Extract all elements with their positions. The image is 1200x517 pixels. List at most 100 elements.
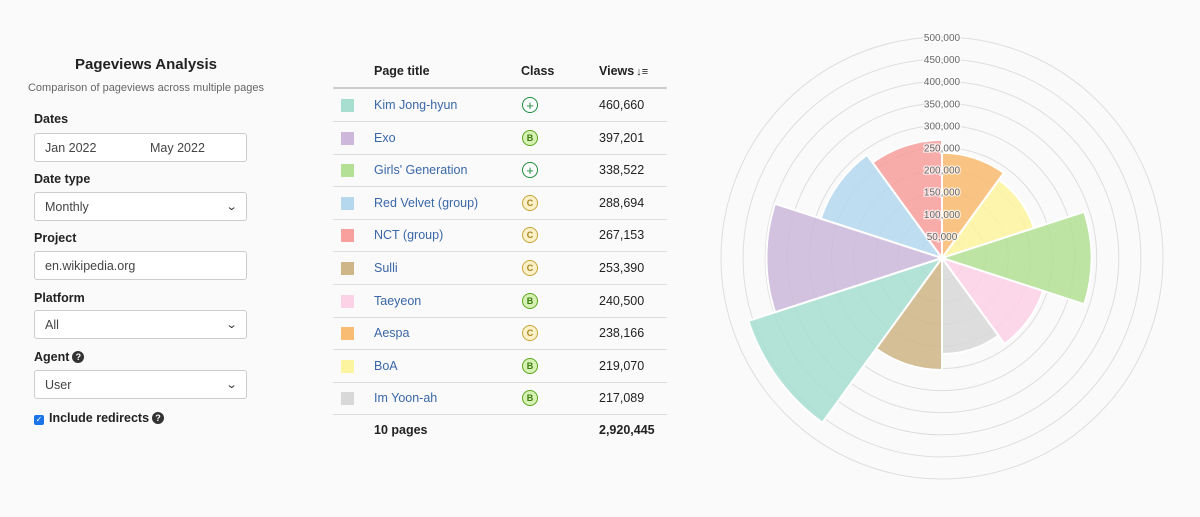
date-start-input[interactable]: Jan 2022 xyxy=(34,133,141,162)
col-header-class[interactable]: Class xyxy=(521,64,555,78)
class-badge-icon: C xyxy=(522,194,538,211)
radial-tick-label: 450,000 xyxy=(924,55,961,66)
table-row: Sulli C 253,390 xyxy=(333,252,667,285)
color-swatch xyxy=(341,99,354,112)
radial-tick-label: 250,000 xyxy=(924,144,961,155)
date-type-value: Monthly xyxy=(45,199,89,214)
views-count: 238,166 xyxy=(599,326,645,341)
polar-slice-girls-generation[interactable] xyxy=(938,210,1093,306)
panel-title: Pageviews Analysis xyxy=(74,56,218,73)
footer-total: 2,920,445 xyxy=(599,423,655,437)
sort-desc-icon: ↓≡ xyxy=(636,66,649,78)
radial-tick-label: 400,000 xyxy=(924,77,961,88)
platform-label: Platform xyxy=(34,291,85,305)
polar-slice-taeyeon[interactable] xyxy=(939,256,1045,346)
class-badge-icon: + xyxy=(522,97,538,113)
platform-value: All xyxy=(45,317,59,332)
table-row: Red Velvet (group) C 288,694 xyxy=(333,187,667,220)
class-badge-icon: C xyxy=(522,325,538,342)
header-divider xyxy=(333,87,667,89)
polar-slice-nct-group[interactable] xyxy=(871,138,943,262)
page-title-link[interactable]: Kim Jong-hyun xyxy=(374,98,458,112)
date-end-input[interactable]: May 2022 xyxy=(140,133,247,162)
class-badge-icon: + xyxy=(522,162,538,179)
views-count: 288,694 xyxy=(599,195,645,210)
views-count: 397,201 xyxy=(599,130,645,145)
table-footer: 10 pages 2,920,445 xyxy=(333,415,667,445)
page-title-link[interactable]: NCT (group) xyxy=(374,228,444,243)
radial-tick-label: 50,000 xyxy=(927,232,958,243)
radial-tick-label: 300,000 xyxy=(924,121,961,132)
views-count: 217,089 xyxy=(599,391,645,406)
color-swatch xyxy=(341,131,354,145)
radial-tick-label: 100,000 xyxy=(924,210,961,221)
views-count: 253,390 xyxy=(599,261,645,275)
grid-ring xyxy=(720,36,1164,480)
color-swatch xyxy=(341,294,354,308)
radial-tick-label: 350,000 xyxy=(924,99,961,110)
help-icon[interactable]: ? xyxy=(152,412,165,424)
polar-area-svg: 50,000 100,000 150,000 200,000 250,000 300,00… xyxy=(720,32,1164,480)
class-badge-icon: B xyxy=(522,357,538,374)
dates-label: Dates xyxy=(34,112,69,126)
include-redirects-row: ✓ Include redirects? xyxy=(34,411,165,425)
color-swatch xyxy=(341,196,354,210)
footer-pages: 10 pages xyxy=(374,423,428,437)
date-type-select[interactable]: Monthly ⌄ xyxy=(34,192,247,221)
table-row: NCT (group) C 267,153 xyxy=(333,219,667,253)
views-count: 267,153 xyxy=(599,228,645,243)
radial-tick-label: 200,000 xyxy=(924,166,961,177)
color-swatch xyxy=(341,359,354,373)
project-input[interactable]: en.wikipedia.org xyxy=(34,251,247,280)
table-row: Taeyeon B 240,500 xyxy=(333,285,667,318)
page-title-link[interactable]: BoA xyxy=(374,358,398,373)
col-header-views[interactable]: Views ↓≡ xyxy=(599,54,648,88)
project-label: Project xyxy=(34,231,77,245)
radial-tick-label: 150,000 xyxy=(924,188,961,199)
col-header-views-label: Views xyxy=(599,64,635,78)
date-start-value: Jan 2022 xyxy=(45,140,97,155)
polar-slice-red-velvet-group[interactable] xyxy=(819,153,945,260)
panel-subtitle: Comparison of pageviews across multiple … xyxy=(27,82,264,94)
agent-select[interactable]: User ⌄ xyxy=(34,370,247,399)
chevron-down-icon: ⌄ xyxy=(225,379,238,391)
chevron-down-icon: ⌄ xyxy=(225,319,238,331)
date-end-value: May 2022 xyxy=(150,140,205,155)
page-title-link[interactable]: Aespa xyxy=(374,326,410,341)
views-count: 338,522 xyxy=(599,163,645,178)
color-swatch xyxy=(341,229,354,243)
pageviews-form: Pageviews Analysis Comparison of pagevie… xyxy=(20,56,272,425)
class-badge-icon: B xyxy=(522,390,538,407)
class-badge-icon: B xyxy=(522,292,538,309)
polar-slice-kim-jong-hyun[interactable] xyxy=(747,256,945,425)
page-title-link[interactable]: Im Yoon-ah xyxy=(374,391,438,406)
polar-area-chart: 50,000 100,000 150,000 200,000 250,000 300,00… xyxy=(718,30,1166,484)
class-badge-icon: C xyxy=(522,227,538,244)
page-title-link[interactable]: Girls' Generation xyxy=(374,163,468,178)
include-redirects-checkbox[interactable]: ✓ xyxy=(34,415,44,425)
grid-ring xyxy=(764,80,1120,436)
polar-slice-exo[interactable] xyxy=(765,202,946,314)
agent-label: Agent? xyxy=(34,350,85,364)
project-value: en.wikipedia.org xyxy=(45,258,136,273)
help-icon[interactable]: ? xyxy=(72,351,85,363)
page-title-link[interactable]: Exo xyxy=(374,130,396,145)
class-badge-icon: B xyxy=(522,129,538,146)
color-swatch xyxy=(341,327,354,341)
chevron-down-icon: ⌄ xyxy=(225,201,238,213)
include-redirects-label: Include redirects xyxy=(49,411,150,425)
color-swatch xyxy=(341,262,354,275)
table-row: Im Yoon-ah B 217,089 xyxy=(333,382,667,416)
table-row: BoA B 219,070 xyxy=(333,350,667,383)
color-swatch xyxy=(341,392,354,406)
agent-label-text: Agent xyxy=(34,350,70,364)
page-title-link[interactable]: Red Velvet (group) xyxy=(374,195,479,210)
radial-tick-label: 500,000 xyxy=(924,33,961,44)
table-row: Exo B 397,201 xyxy=(333,122,667,155)
table-row: Girls' Generation +338,522 xyxy=(333,154,667,188)
page-title-link[interactable]: Sulli xyxy=(374,261,398,275)
col-header-title[interactable]: Page title xyxy=(374,64,430,78)
views-count: 219,070 xyxy=(599,358,645,373)
platform-select[interactable]: All ⌄ xyxy=(34,310,247,339)
page-title-link[interactable]: Taeyeon xyxy=(374,293,422,308)
